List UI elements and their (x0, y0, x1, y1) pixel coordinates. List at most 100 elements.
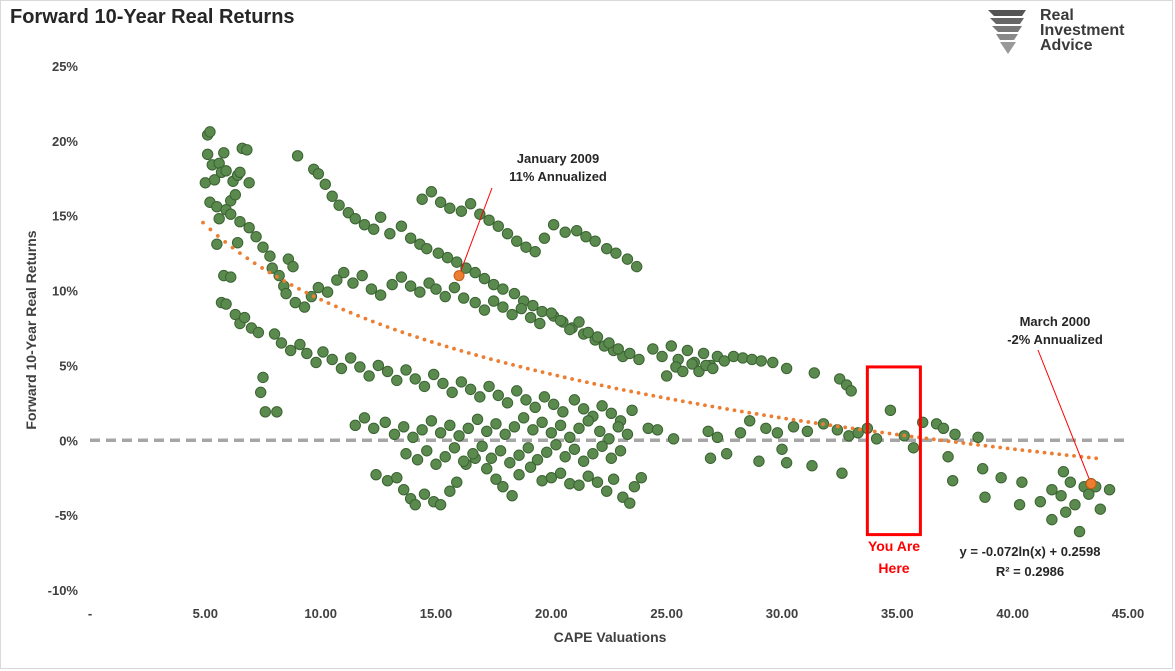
scatter-point (485, 452, 498, 464)
trendline-dot (695, 402, 700, 406)
trendline-dot (540, 370, 545, 375)
scatter-point (577, 455, 590, 467)
scatter-point (520, 241, 532, 253)
scatter-point (501, 227, 514, 240)
y-axis-ticks: -10% -5% 0% 5% 10% 15% 20% 25% (48, 59, 79, 598)
scatter-point (554, 419, 567, 432)
y-tick-label: 0% (59, 433, 78, 448)
scatter-point (204, 126, 216, 138)
trendline-dot (326, 301, 331, 306)
trendline-dot (909, 434, 914, 439)
scatter-point (582, 415, 594, 427)
trendline-dot (437, 342, 442, 347)
scatter-point (628, 480, 641, 493)
scatter-point (1016, 476, 1028, 488)
scatter-point (1069, 498, 1081, 511)
x-tick-label: 15.00 (420, 606, 453, 621)
trendline-dot (289, 283, 294, 287)
scatter-point (365, 283, 378, 295)
scatter-point (677, 365, 689, 378)
trendline-dot (201, 220, 205, 225)
scatter-point (624, 347, 636, 360)
scatter-point (656, 350, 668, 363)
scatter-point (589, 235, 601, 247)
scatter-point (481, 425, 493, 438)
annotation-2009-line1: January 2009 (517, 151, 599, 166)
scatter-point (374, 289, 387, 301)
y-tick-label: 15% (52, 209, 78, 224)
scatter-point (368, 422, 380, 435)
scatter-point (434, 196, 447, 208)
trendline-dot (304, 290, 309, 295)
scatter-point (211, 238, 223, 250)
trendline-dot (828, 423, 833, 428)
scatter-point (416, 424, 428, 436)
scatter-point (559, 451, 571, 463)
scatter-point (238, 311, 251, 324)
scatter-point (335, 362, 348, 375)
scatter-point (455, 376, 468, 388)
scatter-point (439, 290, 451, 303)
scatter-point (370, 469, 382, 481)
scatter-point (870, 433, 883, 445)
scatter-point (416, 193, 428, 205)
scatter-point (801, 425, 814, 438)
scatter-point (481, 463, 493, 475)
trendline-dot (260, 266, 264, 270)
scatter-point (1057, 466, 1070, 478)
scatter-point (372, 359, 385, 372)
x-axis-ticks: - 5.00 10.00 15.00 20.00 25.00 30.00 35.00 40.00… (88, 606, 1144, 621)
scatter-point (621, 428, 634, 440)
scatter-point (845, 385, 857, 397)
scatter-point (511, 385, 523, 397)
trendline-dot (614, 386, 619, 391)
scatter-point (884, 404, 897, 417)
scatter-point (582, 470, 594, 482)
scatter-point (513, 449, 525, 461)
trendline-dot (474, 353, 479, 357)
scatter-point (487, 295, 500, 307)
scatter-point (524, 461, 537, 473)
trendline-dot (710, 404, 715, 409)
trendline-dot (739, 409, 744, 414)
trendline-dot (548, 372, 552, 376)
scatter-point (398, 483, 410, 496)
trendline-dot (651, 393, 656, 398)
scatter-point (425, 186, 438, 198)
scatter-point (404, 232, 417, 244)
scatter-point (517, 412, 530, 424)
scatter-point (760, 422, 772, 435)
logo-line-2: Investment (1040, 22, 1125, 39)
trendline-dot (555, 373, 560, 378)
trendline (201, 220, 1099, 461)
x-tick-label: 10.00 (304, 606, 337, 621)
scatter-point (451, 256, 463, 268)
trendline-dot (297, 286, 301, 291)
scatter-point (1046, 513, 1058, 526)
scatter-point (577, 403, 590, 415)
scatter-point (536, 305, 548, 318)
trendline-dot (939, 438, 944, 443)
trendline-dot (570, 377, 574, 381)
scatter-point (780, 362, 793, 375)
scatter-point (573, 479, 585, 491)
scatter-point (467, 448, 479, 460)
scatter-point (478, 304, 491, 316)
scatter-point (711, 431, 724, 443)
scatter-point (321, 286, 334, 298)
scatter-point (384, 227, 396, 240)
scatter-point (707, 362, 719, 375)
scatter-point (430, 458, 442, 470)
trendline-dot (1027, 449, 1032, 453)
scatter-point (243, 177, 255, 189)
scatter-point (326, 353, 338, 366)
scatter-point (225, 208, 237, 220)
scatter-point (571, 224, 583, 237)
trendline-dot (806, 420, 811, 424)
trendline-dot (747, 410, 752, 415)
x-tick-label: 45.00 (1112, 606, 1145, 621)
scatter-point (284, 344, 297, 357)
scatter-point (275, 337, 288, 349)
